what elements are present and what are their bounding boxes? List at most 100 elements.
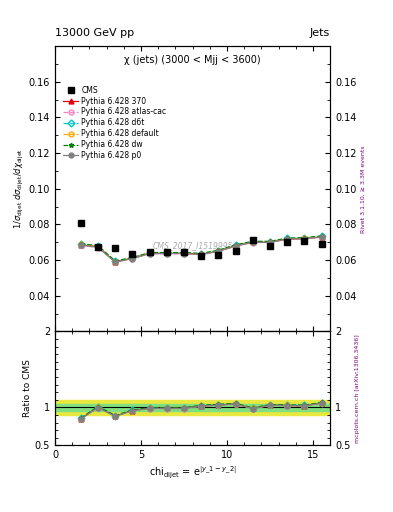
Pythia 6.428 d6t	[164, 250, 169, 256]
Pythia 6.428 default	[199, 251, 204, 257]
Pythia 6.428 atlas-cac	[250, 240, 255, 246]
Pythia 6.428 370	[268, 239, 272, 245]
Pythia 6.428 p0	[319, 234, 324, 240]
Pythia 6.428 default	[113, 259, 118, 265]
Pythia 6.428 atlas-cac	[233, 243, 238, 249]
Text: χ (jets) (3000 < Mjj < 3600): χ (jets) (3000 < Mjj < 3600)	[124, 55, 261, 65]
Pythia 6.428 370	[302, 236, 307, 242]
Line: Pythia 6.428 d6t: Pythia 6.428 d6t	[78, 234, 324, 264]
Pythia 6.428 atlas-cac	[285, 236, 290, 242]
Pythia 6.428 default	[216, 248, 221, 254]
Pythia 6.428 dw	[319, 233, 324, 239]
Pythia 6.428 dw	[233, 242, 238, 248]
Pythia 6.428 dw	[113, 258, 118, 264]
Line: Pythia 6.428 370: Pythia 6.428 370	[78, 234, 324, 264]
Line: Pythia 6.428 p0: Pythia 6.428 p0	[78, 234, 324, 265]
CMS	[285, 239, 290, 245]
Pythia 6.428 d6t	[130, 255, 135, 261]
Text: Jets: Jets	[310, 28, 330, 38]
Pythia 6.428 p0	[164, 250, 169, 257]
Pythia 6.428 atlas-cac	[319, 234, 324, 240]
Pythia 6.428 d6t	[113, 259, 118, 265]
Pythia 6.428 default	[250, 239, 255, 245]
Pythia 6.428 d6t	[250, 239, 255, 245]
Pythia 6.428 p0	[199, 251, 204, 258]
Pythia 6.428 dw	[302, 234, 307, 241]
Y-axis label: Ratio to CMS: Ratio to CMS	[23, 359, 32, 417]
Line: Pythia 6.428 atlas-cac: Pythia 6.428 atlas-cac	[78, 235, 324, 265]
Line: Pythia 6.428 dw: Pythia 6.428 dw	[78, 233, 324, 263]
Pythia 6.428 d6t	[268, 239, 272, 245]
CMS	[113, 245, 118, 251]
Pythia 6.428 default	[95, 244, 100, 250]
Line: Pythia 6.428 default: Pythia 6.428 default	[78, 234, 324, 264]
Pythia 6.428 atlas-cac	[147, 251, 152, 257]
Pythia 6.428 dw	[285, 235, 290, 241]
Pythia 6.428 default	[147, 250, 152, 257]
CMS	[250, 238, 255, 244]
CMS	[199, 253, 204, 260]
Pythia 6.428 atlas-cac	[164, 251, 169, 257]
Pythia 6.428 dw	[268, 238, 272, 244]
Pythia 6.428 dw	[79, 241, 83, 247]
CMS	[130, 250, 135, 257]
Pythia 6.428 default	[268, 239, 272, 245]
Legend: CMS, Pythia 6.428 370, Pythia 6.428 atlas-cac, Pythia 6.428 d6t, Pythia 6.428 de: CMS, Pythia 6.428 370, Pythia 6.428 atla…	[62, 84, 168, 162]
Pythia 6.428 default	[302, 236, 307, 242]
Pythia 6.428 dw	[199, 250, 204, 257]
Y-axis label: $1/\sigma_\mathrm{dijet}$ $d\sigma_\mathrm{dijet}/d\chi_\mathrm{dijet}$: $1/\sigma_\mathrm{dijet}$ $d\sigma_\math…	[13, 148, 26, 229]
CMS	[79, 220, 83, 226]
Pythia 6.428 atlas-cac	[302, 236, 307, 242]
Pythia 6.428 d6t	[95, 243, 100, 249]
Pythia 6.428 370	[164, 250, 169, 257]
Pythia 6.428 p0	[285, 236, 290, 242]
CMS	[182, 249, 186, 255]
Pythia 6.428 atlas-cac	[216, 248, 221, 254]
Pythia 6.428 default	[285, 236, 290, 242]
Pythia 6.428 dw	[216, 247, 221, 253]
Pythia 6.428 d6t	[216, 247, 221, 253]
Pythia 6.428 dw	[147, 249, 152, 255]
Pythia 6.428 d6t	[147, 250, 152, 256]
Pythia 6.428 p0	[268, 239, 272, 245]
Pythia 6.428 p0	[147, 250, 152, 257]
Pythia 6.428 dw	[182, 249, 186, 255]
Pythia 6.428 370	[130, 255, 135, 261]
Pythia 6.428 370	[147, 250, 152, 257]
Pythia 6.428 dw	[250, 238, 255, 244]
Pythia 6.428 p0	[95, 244, 100, 250]
CMS	[216, 251, 221, 258]
Pythia 6.428 370	[182, 250, 186, 257]
Pythia 6.428 370	[95, 244, 100, 250]
Pythia 6.428 atlas-cac	[79, 242, 83, 248]
Pythia 6.428 default	[79, 241, 83, 247]
CMS	[319, 241, 324, 247]
CMS	[233, 248, 238, 254]
Text: CMS_2017_I1519995: CMS_2017_I1519995	[152, 241, 233, 250]
Pythia 6.428 d6t	[285, 236, 290, 242]
Text: 13000 GeV pp: 13000 GeV pp	[55, 28, 134, 38]
CMS	[302, 238, 307, 244]
Pythia 6.428 p0	[130, 255, 135, 262]
Pythia 6.428 default	[319, 233, 324, 240]
Pythia 6.428 d6t	[319, 233, 324, 240]
Pythia 6.428 p0	[182, 250, 186, 257]
Pythia 6.428 370	[216, 248, 221, 254]
Pythia 6.428 d6t	[182, 250, 186, 256]
Pythia 6.428 dw	[130, 254, 135, 261]
Pythia 6.428 d6t	[79, 241, 83, 247]
Pythia 6.428 370	[319, 234, 324, 240]
X-axis label: chi$_{\rm dijet}$ = e$^{|y\_1 - y\_2|}$: chi$_{\rm dijet}$ = e$^{|y\_1 - y\_2|}$	[149, 464, 237, 481]
Pythia 6.428 atlas-cac	[268, 240, 272, 246]
Pythia 6.428 default	[233, 243, 238, 249]
Line: CMS: CMS	[78, 221, 324, 259]
Pythia 6.428 p0	[79, 242, 83, 248]
Pythia 6.428 p0	[250, 239, 255, 245]
Pythia 6.428 p0	[233, 243, 238, 249]
Y-axis label: Rivet 3.1.10, ≥ 3.3M events: Rivet 3.1.10, ≥ 3.3M events	[361, 145, 365, 232]
Pythia 6.428 atlas-cac	[130, 255, 135, 262]
Pythia 6.428 370	[79, 242, 83, 248]
Y-axis label: mcplots.cern.ch [arXiv:1306.3436]: mcplots.cern.ch [arXiv:1306.3436]	[354, 334, 360, 443]
Pythia 6.428 370	[199, 251, 204, 258]
Pythia 6.428 default	[130, 255, 135, 261]
